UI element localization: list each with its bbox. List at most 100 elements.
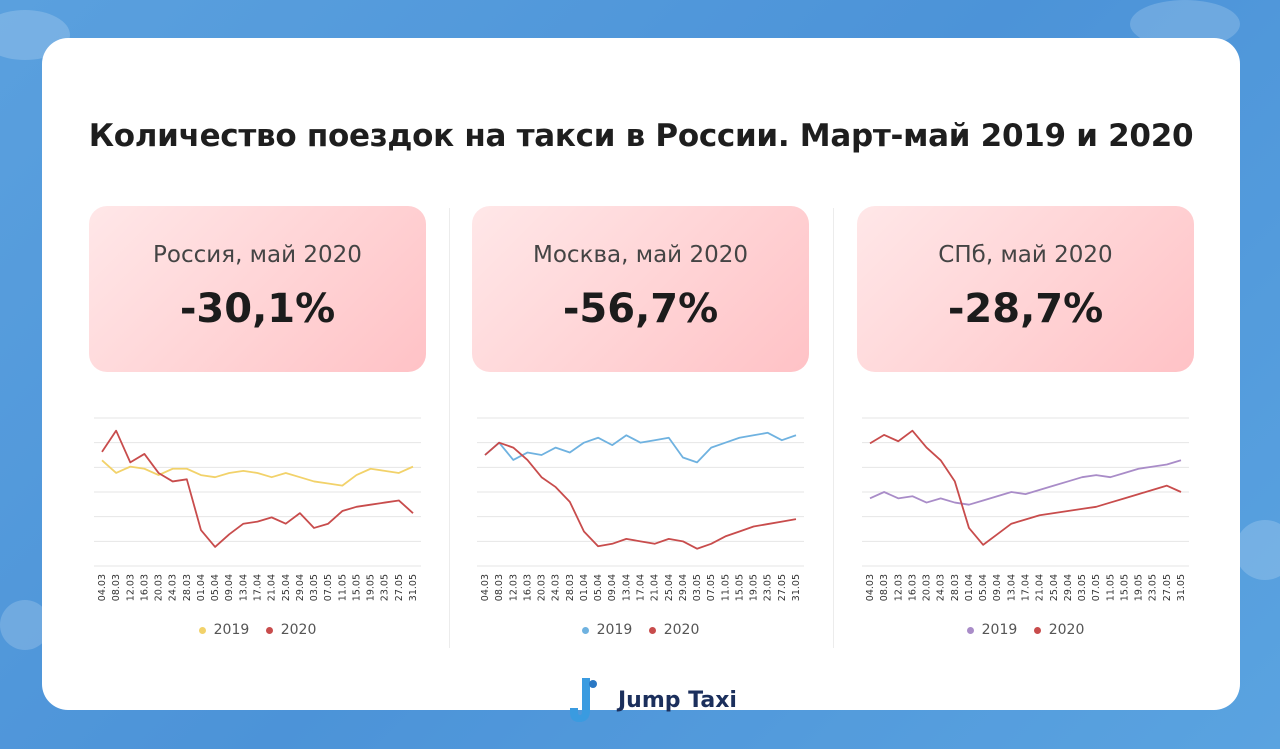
panel-moscow: Москва, май 2020 -56,7% 04.03 08.03 12.03 1… xyxy=(472,206,809,638)
legend-dot xyxy=(966,626,974,634)
x-tick-label: 27.05 xyxy=(1162,574,1173,601)
x-tick-label: 01.04 xyxy=(579,574,590,601)
x-tick-label: 12.03 xyxy=(508,574,519,601)
legend-label: 2020 xyxy=(1048,622,1085,638)
legend-dot xyxy=(265,626,273,634)
legend: 2019 2020 xyxy=(89,622,426,638)
x-tick-label: 25.04 xyxy=(281,574,292,601)
legend: 2019 2020 xyxy=(472,622,809,638)
x-tick-label: 28.03 xyxy=(565,574,576,601)
brand-logo: Jump Taxi xyxy=(568,674,737,726)
series-line-2020 xyxy=(869,429,1182,546)
legend: 2019 2020 xyxy=(857,622,1194,638)
x-tick-label: 28.03 xyxy=(182,574,193,601)
x-tick-label: 08.03 xyxy=(111,574,122,601)
stat-label: Россия, май 2020 xyxy=(153,242,362,268)
x-tick-label: 31.05 xyxy=(408,574,419,601)
legend-label: 2019 xyxy=(213,622,250,638)
x-tick-label: 01.04 xyxy=(196,574,207,601)
x-tick-label: 28.03 xyxy=(950,574,961,601)
legend-item: 2019 xyxy=(581,622,633,638)
x-tick-label: 11.05 xyxy=(720,574,731,601)
x-tick-label: 08.03 xyxy=(879,574,890,601)
x-tick-label: 11.05 xyxy=(337,574,348,601)
x-tick-label: 21.04 xyxy=(267,574,278,601)
x-tick-label: 17.04 xyxy=(1021,574,1032,601)
legend-dot xyxy=(1033,626,1041,634)
panel-russia: Россия, май 2020 -30,1% 04.03 08.03 12.03 1… xyxy=(89,206,426,638)
x-tick-label: 05.04 xyxy=(593,574,604,601)
x-tick-label: 29.04 xyxy=(1063,574,1074,601)
x-tick-label: 13.04 xyxy=(238,574,249,601)
x-tick-label: 09.04 xyxy=(992,574,1003,601)
x-tick-label: 25.04 xyxy=(664,574,675,601)
x-tick-label: 24.03 xyxy=(168,574,179,601)
stat-box: Москва, май 2020 -56,7% xyxy=(472,206,809,372)
x-tick-label: 01.04 xyxy=(964,574,975,601)
stat-box: СПб, май 2020 -28,7% xyxy=(857,206,1194,372)
x-tick-label: 03.05 xyxy=(692,574,703,601)
x-tick-label: 24.03 xyxy=(551,574,562,601)
infographic-card: Количество поездок на такси в России. Ма… xyxy=(42,38,1240,722)
x-tick-label: 03.05 xyxy=(1077,574,1088,601)
legend-dot xyxy=(581,626,589,634)
x-tick-label: 19.05 xyxy=(749,574,760,601)
x-tick-label: 23.05 xyxy=(1148,574,1159,601)
x-tick-label: 16.03 xyxy=(522,574,533,601)
stat-label: СПб, май 2020 xyxy=(938,242,1113,268)
legend-dot xyxy=(198,626,206,634)
x-tick-label: 29.04 xyxy=(295,574,306,601)
legend-label: 2020 xyxy=(280,622,317,638)
x-tick-label: 05.04 xyxy=(978,574,989,601)
series-line-2020 xyxy=(101,429,414,548)
x-tick-label: 09.04 xyxy=(224,574,235,601)
x-tick-label: 29.04 xyxy=(678,574,689,601)
chart-moscow: 04.03 08.03 12.03 16.03 20.03 24.03 28.03 01.04… xyxy=(477,417,804,601)
x-tick-label: 21.04 xyxy=(1035,574,1046,601)
x-tick-label: 13.04 xyxy=(1006,574,1017,601)
x-tick-label: 11.05 xyxy=(1105,574,1116,601)
legend-label: 2020 xyxy=(663,622,700,638)
x-tick-label: 24.03 xyxy=(936,574,947,601)
panel-divider xyxy=(449,208,450,648)
x-tick-label: 17.04 xyxy=(636,574,647,601)
brand-name: Jump Taxi xyxy=(618,687,737,713)
x-tick-label: 16.03 xyxy=(907,574,918,601)
x-tick-label: 20.03 xyxy=(154,574,165,601)
x-tick-label: 31.05 xyxy=(791,574,802,601)
x-tick-label: 05.04 xyxy=(210,574,221,601)
stat-value: -56,7% xyxy=(562,286,719,332)
x-tick-label: 15.05 xyxy=(1119,574,1130,601)
x-tick-label: 13.04 xyxy=(621,574,632,601)
x-tick-label: 27.05 xyxy=(394,574,405,601)
legend-item: 2020 xyxy=(1033,622,1085,638)
x-tick-label: 17.04 xyxy=(253,574,264,601)
x-tick-label: 15.05 xyxy=(351,574,362,601)
jump-taxi-logo-icon xyxy=(570,678,597,722)
chart-russia: 04.03 08.03 12.03 16.03 20.03 24.03 28.03 01.04… xyxy=(94,417,421,601)
stat-label: Москва, май 2020 xyxy=(533,242,748,268)
legend-item: 2019 xyxy=(198,622,250,638)
x-tick-label: 04.03 xyxy=(480,574,491,601)
chart-spb: 04.03 08.03 12.03 16.03 20.03 24.03 28.03 01.04… xyxy=(862,417,1189,601)
x-tick-label: 20.03 xyxy=(537,574,548,601)
cloud-decoration xyxy=(1235,520,1280,580)
x-tick-label: 23.05 xyxy=(380,574,391,601)
x-tick-label: 19.05 xyxy=(366,574,377,601)
x-tick-label: 07.05 xyxy=(1091,574,1102,601)
x-tick-label: 12.03 xyxy=(125,574,136,601)
legend-item: 2020 xyxy=(265,622,317,638)
x-tick-label: 07.05 xyxy=(323,574,334,601)
x-tick-label: 08.03 xyxy=(494,574,505,601)
legend-label: 2019 xyxy=(981,622,1018,638)
x-tick-label: 07.05 xyxy=(706,574,717,601)
legend-label: 2019 xyxy=(596,622,633,638)
x-tick-label: 31.05 xyxy=(1176,574,1187,601)
series-line-2020 xyxy=(484,441,797,550)
legend-dot xyxy=(648,626,656,634)
x-tick-label: 27.05 xyxy=(777,574,788,601)
x-tick-label: 25.04 xyxy=(1049,574,1060,601)
x-tick-label: 12.03 xyxy=(893,574,904,601)
series-line-2019 xyxy=(869,459,1182,506)
x-tick-label: 16.03 xyxy=(139,574,150,601)
